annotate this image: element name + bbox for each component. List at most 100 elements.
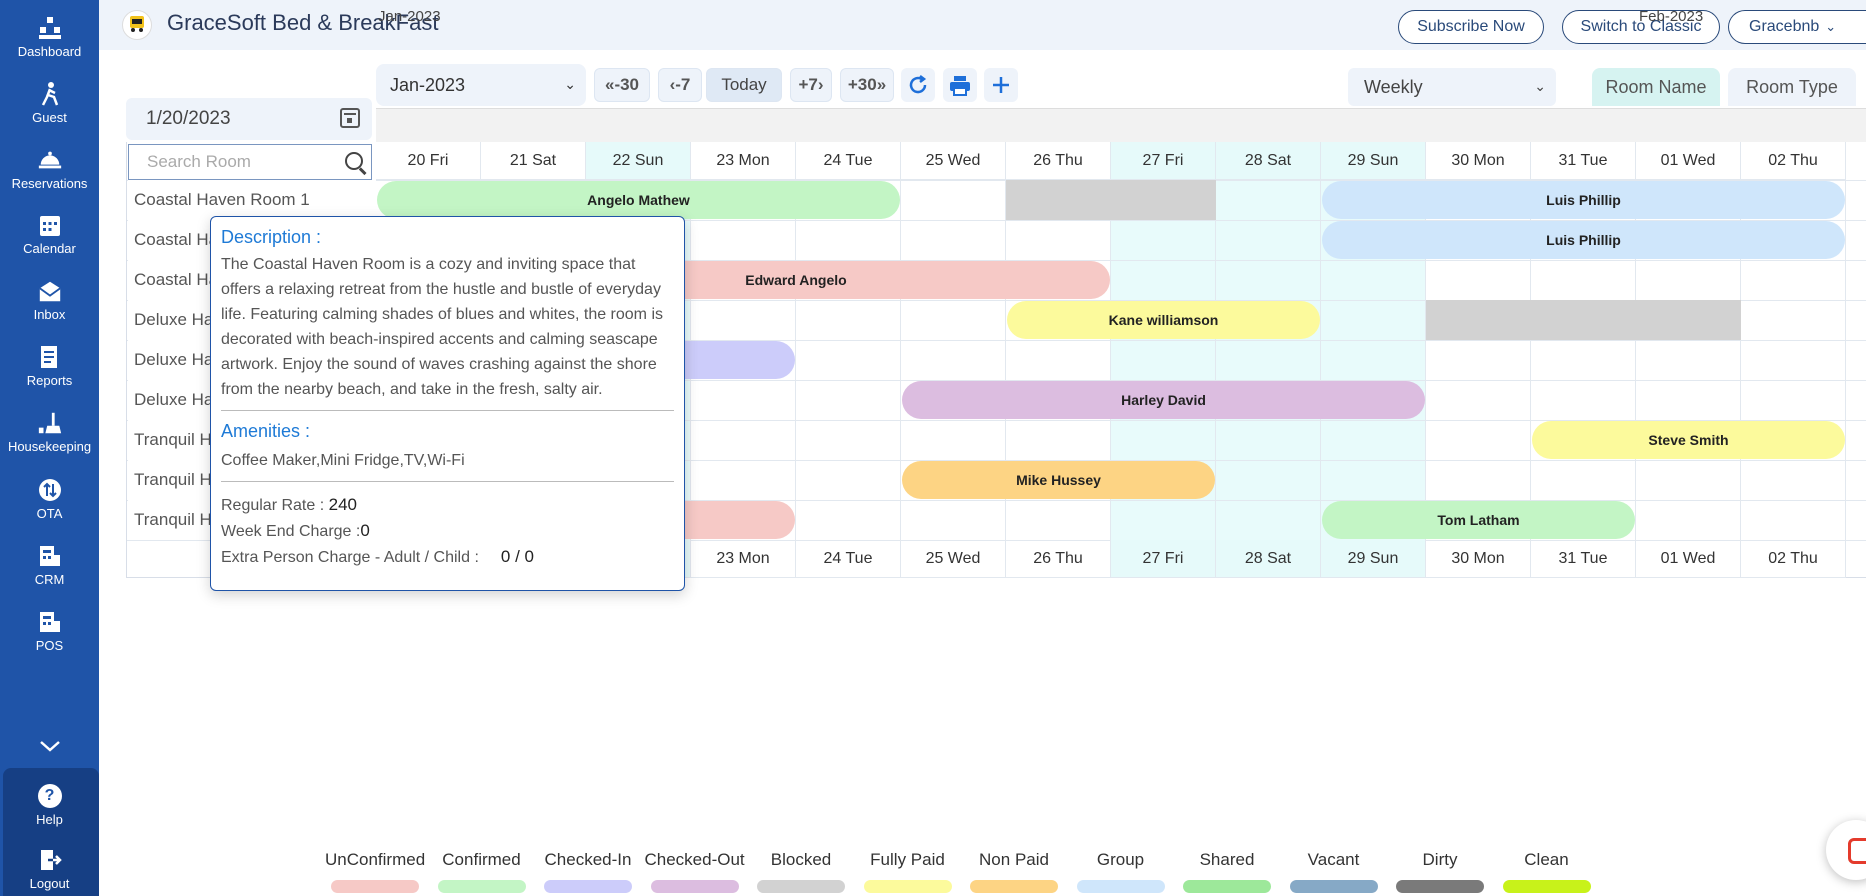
day-header: 31 Tue (1531, 540, 1636, 578)
legend-swatch (650, 880, 739, 893)
legend-item: Blocked (751, 850, 851, 893)
sidebar-item-crm[interactable]: CRM (0, 542, 99, 604)
sidebar-item-dashboard[interactable]: Dashboard (0, 14, 99, 76)
sidebar-item-guest[interactable]: Guest (0, 80, 99, 142)
forward-7-button[interactable]: +7 › (790, 68, 832, 102)
view-select[interactable]: Weekly ⌄ (1348, 68, 1556, 106)
blocked-cell[interactable] (1006, 180, 1216, 220)
refresh-button[interactable] (901, 68, 935, 102)
inbox-icon (37, 277, 63, 305)
sidebar-item-reservations[interactable]: Reservations (0, 146, 99, 208)
sidebar-item-label: Housekeeping (7, 439, 92, 454)
day-header: 24 Tue (796, 142, 901, 180)
search-room-field[interactable]: Search Room (128, 144, 372, 180)
extra-person-charge-row: Extra Person Charge - Adult / Child : 0 /… (221, 544, 674, 570)
calendar-icon (37, 211, 63, 239)
room-name-toggle[interactable]: Room Name (1592, 68, 1720, 106)
day-header: 30 Mon (1426, 540, 1531, 578)
help-icon: ? (37, 784, 62, 808)
legend-label: Blocked (770, 850, 832, 869)
calendar-icon[interactable] (340, 108, 360, 128)
day-header: 28 Sat (1216, 540, 1321, 578)
blocked-cell[interactable] (1426, 300, 1741, 340)
forward-30-button[interactable]: +30» (840, 68, 894, 102)
back-30-button[interactable]: «-30 (594, 68, 650, 102)
user-menu[interactable]: Gracebnb ⌄ (1728, 10, 1866, 44)
legend-item: Clean (1497, 850, 1597, 893)
chevron-down-icon: ⌄ (1825, 19, 1837, 34)
description-text: The Coastal Haven Room is a cozy and inv… (221, 256, 664, 398)
amenities-heading: Amenities : (221, 421, 311, 441)
sidebar-item-label: Inbox (33, 307, 66, 322)
booking-bar[interactable]: Angelo Mathew (377, 181, 900, 219)
subscribe-now-button[interactable]: Subscribe Now (1398, 10, 1544, 44)
room-name[interactable]: Coastal Haven Room 1 (128, 180, 376, 220)
regular-rate-row: Regular Rate : 240 (221, 492, 674, 518)
chevron-down-icon: ⌄ (1534, 78, 1546, 94)
booking-bar[interactable]: Luis Phillip (1322, 181, 1845, 219)
day-header: 21 Sat (481, 142, 586, 180)
legend-swatch (970, 880, 1058, 893)
sidebar-item-label: Calendar (23, 241, 76, 256)
legend-label: Confirmed (442, 850, 521, 869)
chevron-down-icon[interactable] (38, 738, 62, 754)
sidebar-item-housekeeping[interactable]: Housekeeping (0, 409, 99, 471)
legend-label: Group (1096, 850, 1145, 869)
sidebar-item-reports[interactable]: Reports (0, 343, 99, 405)
sidebar-item-pos[interactable]: POS (0, 608, 99, 660)
legend-swatch (863, 880, 952, 893)
legend-item: Vacant (1284, 850, 1384, 893)
chevron-down-icon: ⌄ (564, 76, 576, 92)
month-select-value: Jan-2023 (390, 74, 466, 95)
day-header: 22 Sun (586, 142, 691, 180)
row-divider (126, 500, 1866, 501)
extra-person-charge-label: Extra Person Charge - Adult / Child : (221, 549, 479, 566)
forward-7-label: +7 (798, 75, 818, 94)
day-header: 02 Thu (1741, 142, 1846, 180)
back-7-button[interactable]: ‹ -7 (658, 68, 702, 102)
legend-item: Group (1071, 850, 1171, 893)
forward-30-label: +30 (847, 75, 877, 94)
booking-bar[interactable]: Kane williamson (1007, 301, 1320, 339)
day-header: 02 Thu (1741, 540, 1846, 578)
chat-icon[interactable] (1826, 820, 1866, 880)
day-header: 23 Mon (691, 540, 796, 578)
room-info-tooltip: Description : The Coastal Haven Room is … (210, 216, 685, 591)
legend-swatch (544, 880, 632, 893)
booking-bar[interactable]: Mike Hussey (902, 461, 1215, 499)
month-label: Feb-2023 (1639, 8, 1704, 25)
sidebar-item-inbox[interactable]: Inbox (0, 277, 99, 339)
switch-to-classic-button[interactable]: Switch to Classic (1562, 10, 1720, 44)
booking-bar[interactable]: Luis Phillip (1322, 221, 1845, 259)
room-type-toggle[interactable]: Room Type (1728, 68, 1856, 106)
logout-button[interactable]: Logout (0, 846, 99, 896)
sidebar-item-ota[interactable]: OTA (0, 476, 99, 538)
legend-label: Checked-Out (644, 850, 745, 869)
help-label: Help (36, 812, 63, 827)
month-select[interactable]: Jan-2023 ⌄ (376, 64, 586, 106)
row-divider (126, 460, 1866, 461)
date-picker[interactable]: 1/20/2023 (126, 98, 372, 140)
sidebar-item-calendar[interactable]: Calendar (0, 211, 99, 273)
day-header: 23 Mon (691, 142, 796, 180)
booking-bar[interactable]: Harley David (902, 381, 1425, 419)
help-button[interactable]: ? Help (0, 782, 99, 844)
refresh-icon (909, 75, 927, 94)
back-30-label: -30 (614, 75, 640, 94)
booking-bar[interactable]: Tom Latham (1322, 501, 1635, 539)
app-logo (122, 10, 152, 40)
legend-swatch (437, 880, 526, 893)
day-header: 27 Fri (1111, 540, 1216, 578)
sidebar: Dashboard Guest Reservations Calendar In… (0, 0, 99, 896)
legend-swatch (1289, 880, 1378, 893)
booking-bar[interactable]: Steve Smith (1532, 421, 1845, 459)
row-divider (126, 260, 1866, 261)
print-button[interactable] (943, 68, 977, 102)
legend-label: Shared (1199, 850, 1255, 869)
legend-label: Clean (1524, 850, 1569, 869)
legend-item: Dirty (1390, 850, 1490, 893)
dashboard-icon (37, 14, 63, 42)
search-icon[interactable] (345, 152, 363, 170)
add-booking-button[interactable] (984, 68, 1018, 102)
today-button[interactable]: Today (706, 68, 782, 102)
